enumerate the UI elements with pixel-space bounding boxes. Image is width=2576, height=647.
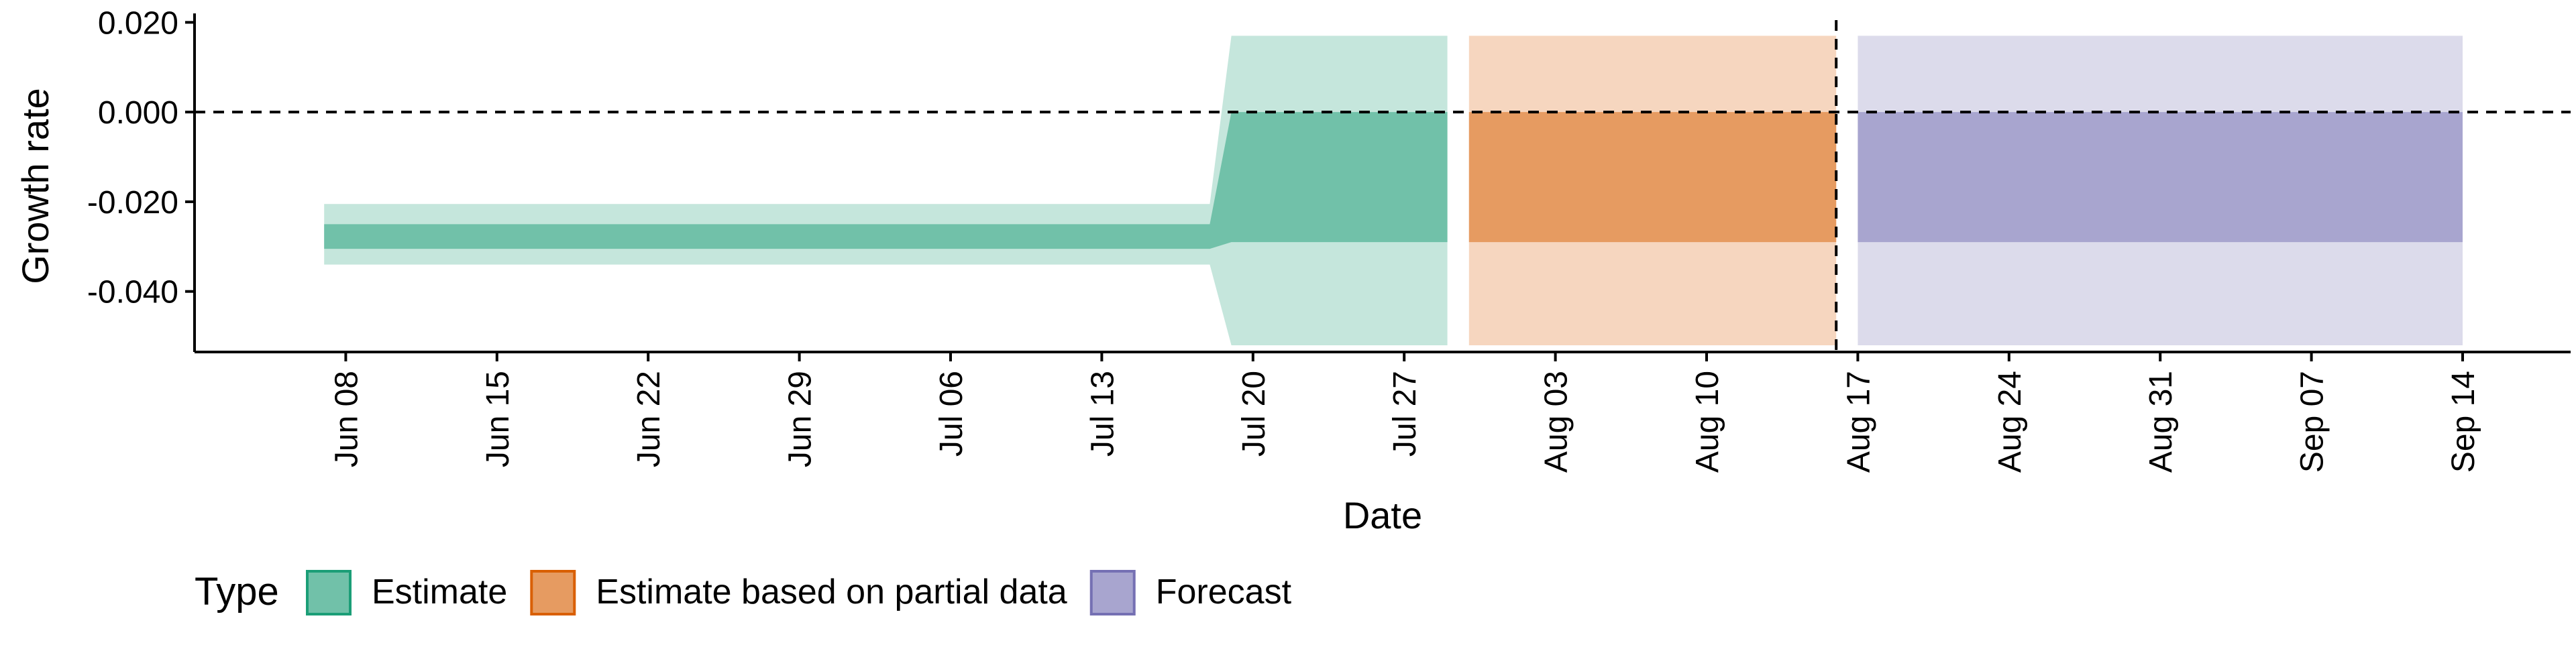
- legend-label-forecast: Forecast: [1156, 573, 1292, 611]
- x-tick-label: Aug 24: [1992, 371, 2028, 473]
- legend-swatch-estimate-based-on-partial-data: [530, 570, 576, 615]
- x-tick-label: Jul 13: [1085, 371, 1120, 457]
- x-tick-label: Sep 07: [2295, 371, 2330, 473]
- x-tick-label: Jun 29: [783, 371, 818, 467]
- x-tick-label: Jul 27: [1387, 371, 1423, 457]
- inner-ribbon-estimate-based-on-partial-data: [1468, 112, 1837, 243]
- legend-title: Type: [195, 570, 279, 613]
- x-tick-label: Jul 20: [1236, 371, 1272, 457]
- x-tick-label: Jul 06: [934, 371, 969, 457]
- x-tick-label: Aug 10: [1690, 371, 1725, 473]
- legend: Type Estimate Estimate based on partial da…: [195, 570, 1292, 615]
- x-tick-label: Jun 08: [329, 371, 364, 467]
- y-tick-label: -0.020: [87, 185, 178, 221]
- x-axis-title: Date: [1343, 494, 1422, 536]
- reference-lines: [195, 20, 2571, 352]
- x-tick-label: Aug 17: [1841, 371, 1876, 473]
- x-tick-label: Aug 03: [1539, 371, 1574, 473]
- inner-ribbon-estimate: [324, 112, 1448, 249]
- legend-label-estimate: Estimate: [372, 573, 507, 611]
- y-tick-label: 0.000: [98, 95, 178, 131]
- y-tick-label: -0.040: [87, 275, 178, 310]
- inner-ribbon-forecast: [1858, 112, 2463, 243]
- x-tick-label: Jun 22: [631, 371, 667, 467]
- legend-label-estimate-based-on-partial-data: Estimate based on partial data: [596, 573, 1067, 611]
- y-tick-label: 0.020: [98, 5, 178, 41]
- x-tick-label: Sep 14: [2446, 371, 2481, 473]
- legend-swatch-forecast: [1089, 570, 1136, 615]
- y-axis-title: Growth rate: [14, 88, 56, 284]
- x-tick-label: Jun 15: [480, 371, 516, 467]
- x-tick-label: Aug 31: [2143, 371, 2179, 473]
- ribbon-layer: [324, 36, 2463, 346]
- legend-swatch-estimate: [306, 570, 352, 615]
- axes: 0.020 0.000 -0.020 -0.040 Jun 08 Jun 15 Jun 22…: [14, 5, 2571, 536]
